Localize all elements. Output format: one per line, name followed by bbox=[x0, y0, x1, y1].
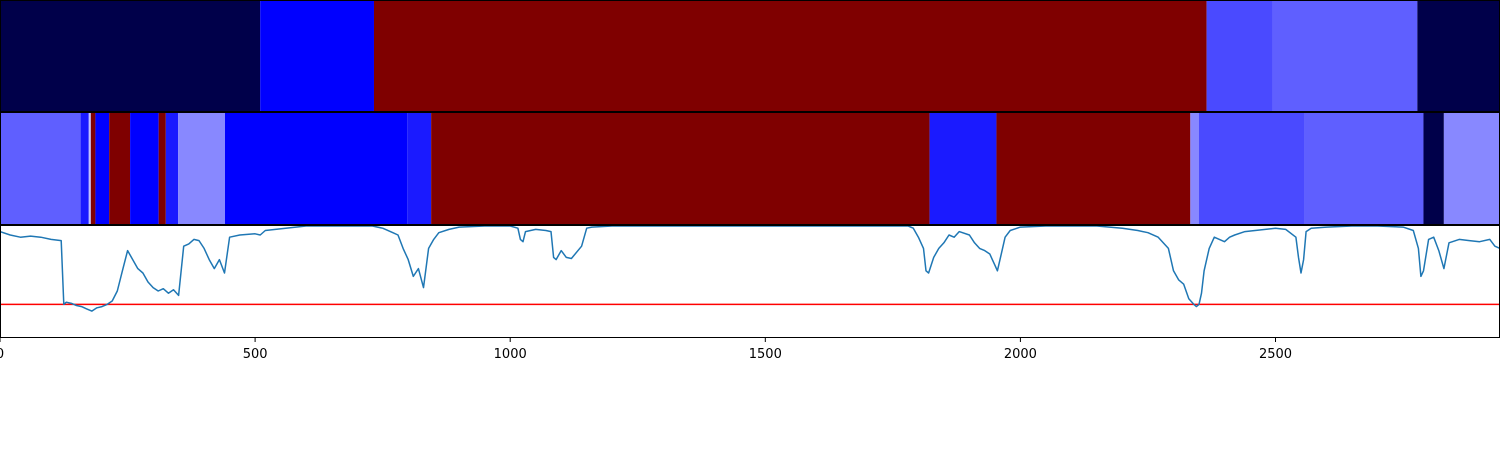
track-2-segment-14 bbox=[996, 112, 1191, 225]
panel-track-1 bbox=[0, 0, 1500, 112]
track-2-segment-17 bbox=[1304, 112, 1424, 225]
track-2-segment-8 bbox=[165, 112, 179, 225]
track-2-segment-16 bbox=[1198, 112, 1305, 225]
track-1-segment-0 bbox=[0, 0, 261, 112]
track-1-segment-3 bbox=[1206, 0, 1273, 112]
x-tick-label-0: 0 bbox=[0, 347, 4, 362]
track-1-segment-1 bbox=[260, 0, 374, 112]
track-2-segment-18 bbox=[1423, 112, 1444, 225]
track-2-segment-10 bbox=[225, 112, 408, 225]
x-tick-label-1500: 1500 bbox=[749, 347, 782, 362]
panel-track-2 bbox=[0, 112, 1500, 225]
track-2-segment-19 bbox=[1443, 112, 1500, 225]
signal-layer bbox=[0, 225, 1500, 312]
panel-signal: 0 500 1000 1500 2000 2500 bbox=[0, 225, 1500, 362]
x-axis: 0 500 1000 1500 2000 2500 bbox=[0, 338, 1292, 362]
track-2-segment-12 bbox=[431, 112, 930, 225]
signal-line bbox=[0, 225, 1500, 312]
track-1-segment-4 bbox=[1272, 0, 1418, 112]
track-2-segment-15 bbox=[1190, 112, 1199, 225]
track-2-segment-5 bbox=[109, 112, 131, 225]
track-2-segment-3 bbox=[90, 112, 96, 225]
track-2-segment-1 bbox=[80, 112, 89, 225]
track-2-segment-13 bbox=[929, 112, 997, 225]
x-tick-label-2000: 2000 bbox=[1004, 347, 1037, 362]
track-2-segment-6 bbox=[130, 112, 159, 225]
track-1-segments bbox=[0, 0, 1500, 112]
track-2-segment-4 bbox=[95, 112, 110, 225]
track-1-segment-2 bbox=[373, 0, 1207, 112]
track-2-segment-7 bbox=[158, 112, 166, 225]
x-tick-label-2500: 2500 bbox=[1259, 347, 1292, 362]
track-2-segment-11 bbox=[407, 112, 432, 225]
track-2-segment-9 bbox=[178, 112, 225, 225]
track-2-segments bbox=[0, 112, 1500, 225]
x-tick-label-1000: 1000 bbox=[494, 347, 527, 362]
track-2-segment-2 bbox=[88, 112, 91, 225]
x-tick-label-500: 500 bbox=[243, 347, 268, 362]
signal-background bbox=[0, 225, 1500, 338]
track-2-segment-0 bbox=[0, 112, 81, 225]
track-1-segment-5 bbox=[1417, 0, 1500, 112]
